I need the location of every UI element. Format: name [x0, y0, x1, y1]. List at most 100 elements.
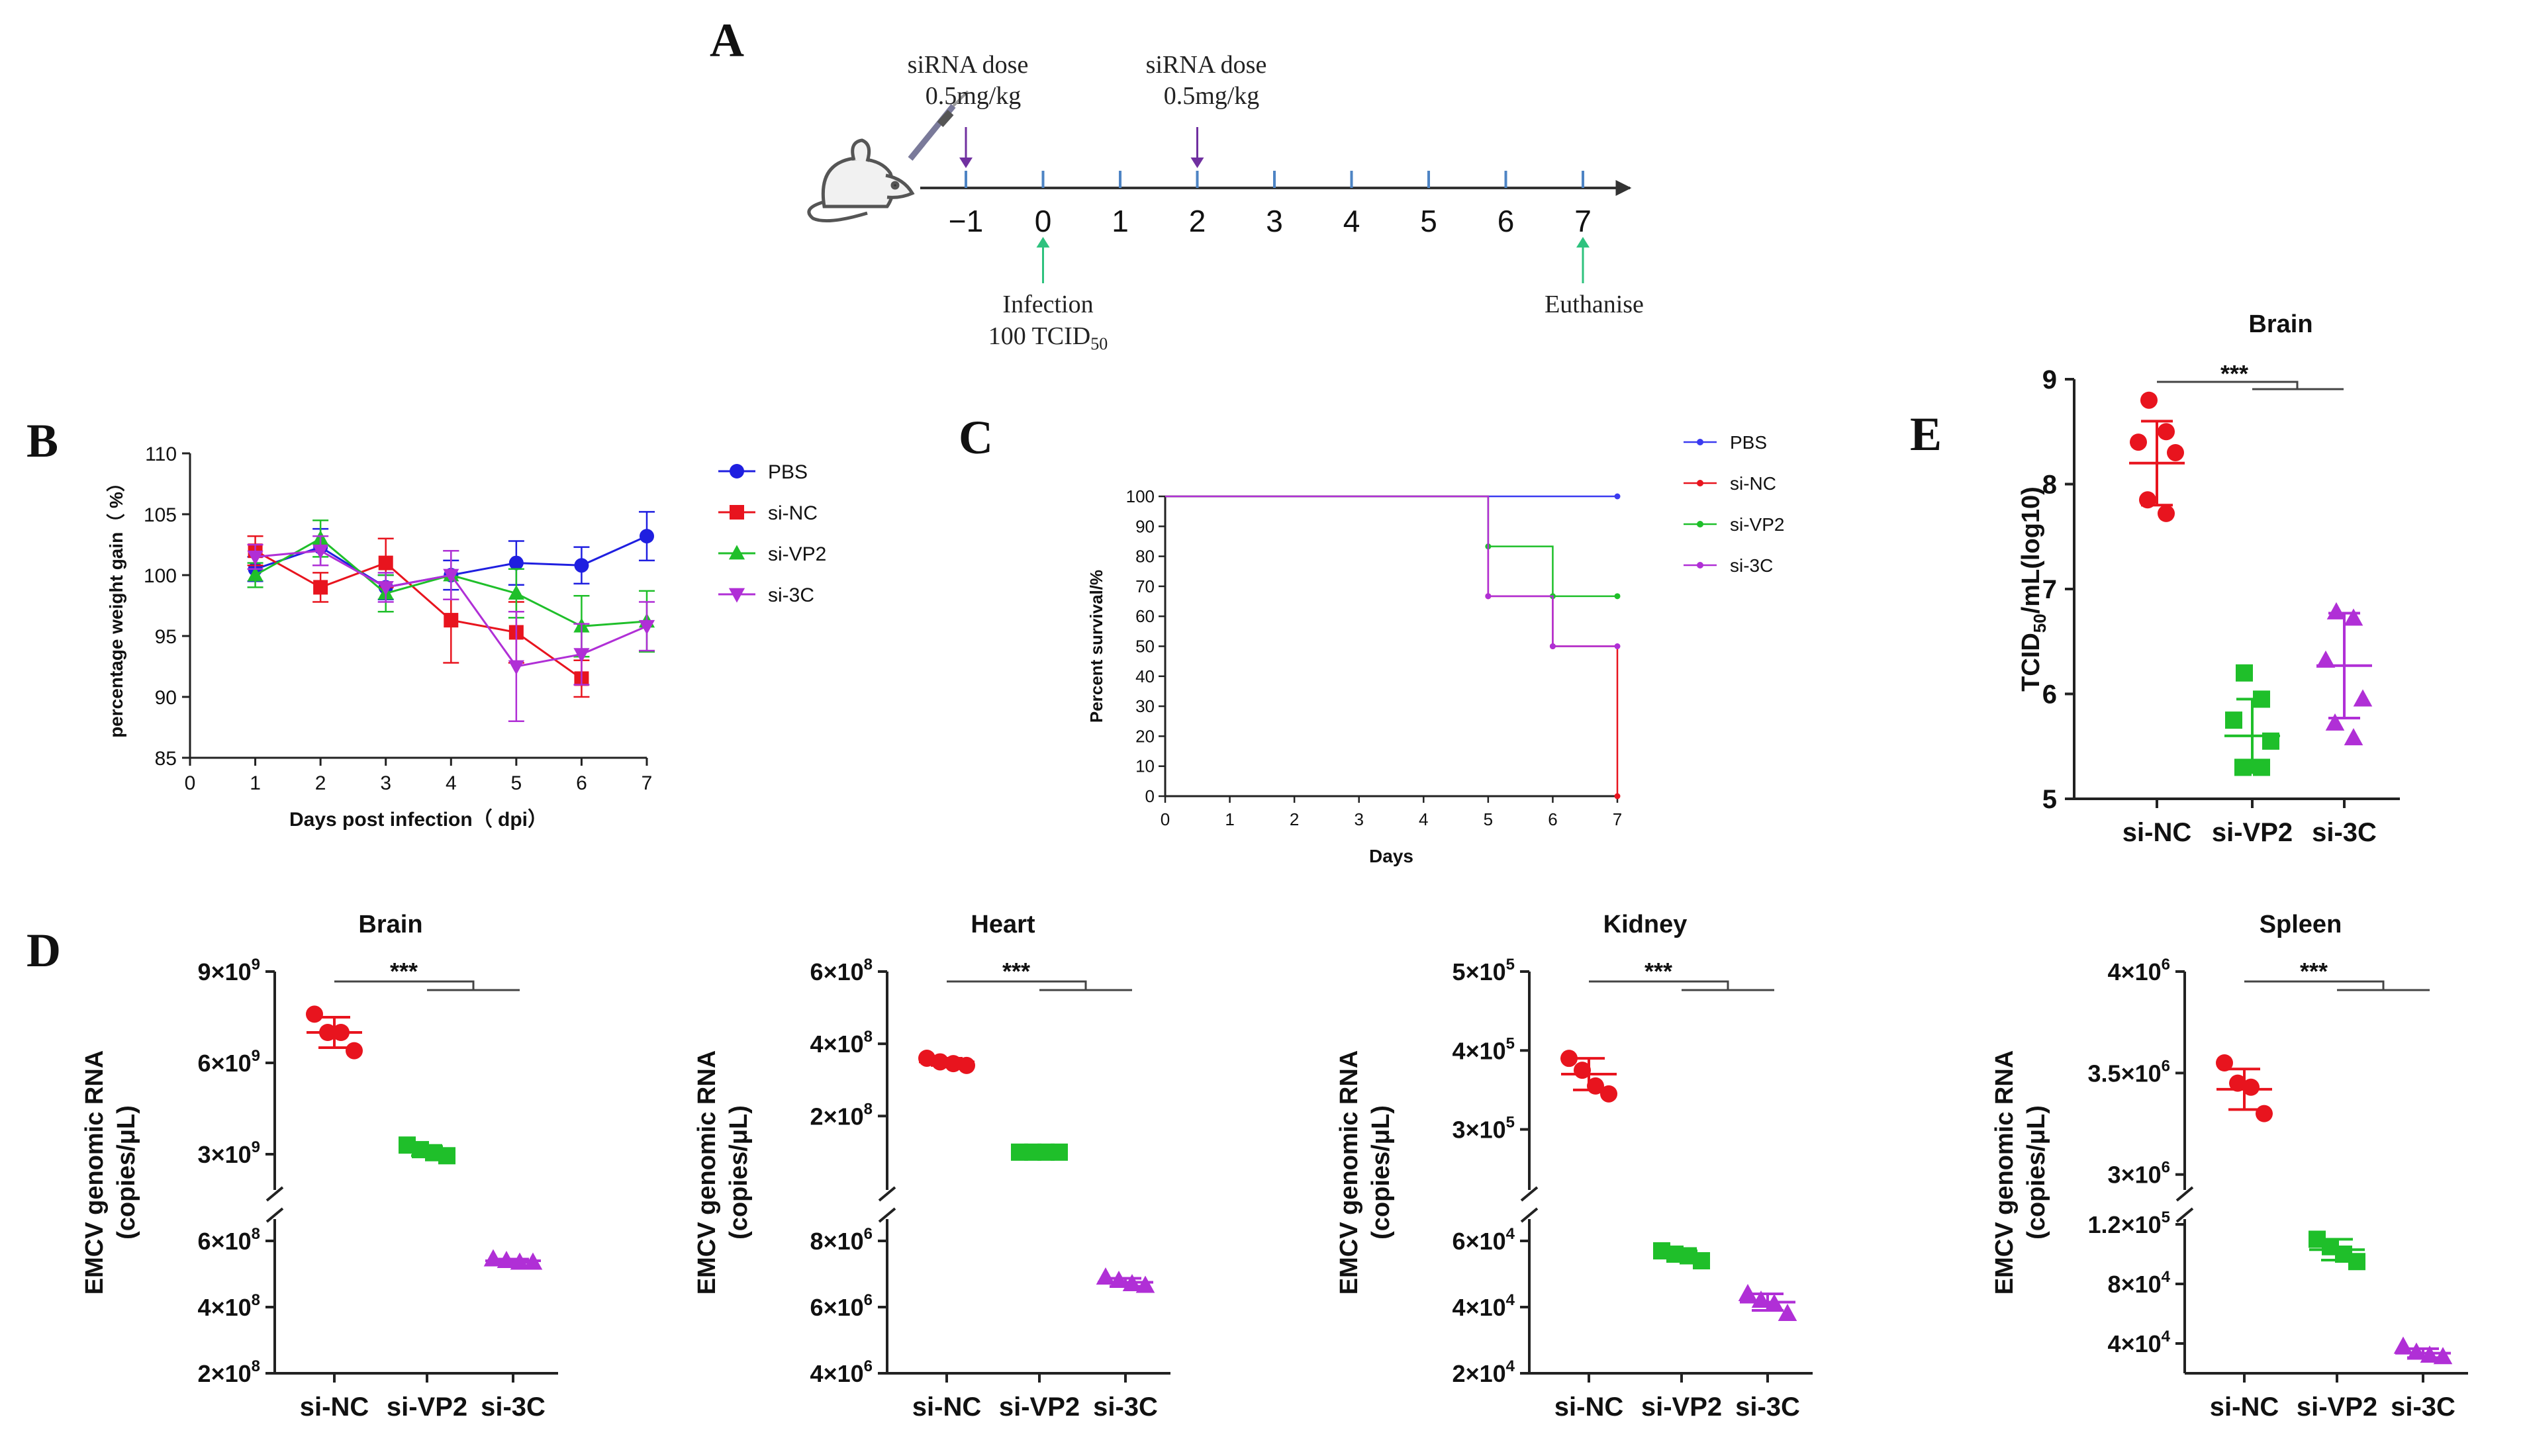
- survival-step: [1165, 495, 1619, 796]
- y-tick-mantissa: 6: [810, 958, 824, 985]
- y-tick-mantissa: 3: [1453, 1116, 1466, 1144]
- data-point: [1738, 1284, 1758, 1302]
- data-point: [1693, 1252, 1710, 1269]
- data-point: [1051, 1143, 1068, 1161]
- data-point: [332, 1024, 350, 1041]
- y-tick-times: ×10: [1466, 1228, 1506, 1255]
- data-point: [483, 1249, 503, 1267]
- y-tick-times: ×10: [2121, 1060, 2162, 1087]
- y-tick-times: ×10: [1466, 958, 1506, 985]
- y-tick-label: 8×106: [810, 1225, 873, 1255]
- y-tick-label: 100: [144, 565, 177, 587]
- dose2-line1: siRNA dose: [1146, 51, 1267, 79]
- x-tick-label: si-NC: [2122, 818, 2191, 847]
- data-point: [1574, 1062, 1591, 1079]
- y-tick-label: 5: [2042, 785, 2057, 814]
- significance-label: ***: [390, 958, 418, 985]
- y-axis-label-main: TCID: [2017, 633, 2045, 692]
- y-tick-label: 70: [1135, 576, 1155, 596]
- chart-title: Brain: [2248, 310, 2312, 338]
- timeline-panel: −1 0 1 2 3 4 5 6 7 siRNA dose 0.5mg/kg siRNA dos…: [807, 51, 1644, 353]
- data-point: [346, 1042, 363, 1060]
- y-tick-label: 4×106: [810, 1357, 873, 1387]
- y-tick-exponent: 5: [2162, 1208, 2170, 1226]
- y-tick-mantissa: 4: [810, 1360, 824, 1387]
- legend-marker: [728, 588, 745, 603]
- y-tick-label: 3×109: [198, 1138, 260, 1168]
- x-tick-label: si-VP2: [999, 1392, 1080, 1422]
- data-point: [312, 544, 329, 559]
- y-tick-times: ×10: [211, 1294, 252, 1321]
- data-point: [247, 567, 263, 582]
- data-point: [1560, 1050, 1578, 1068]
- significance-label: ***: [2300, 958, 2328, 985]
- x-tick-label: 2: [315, 772, 326, 794]
- y-tick-mantissa: 4: [1453, 1037, 1466, 1064]
- y-tick-label: 9: [2042, 365, 2057, 394]
- data-point: [508, 660, 524, 675]
- y-tick-exponent: 8: [252, 1357, 260, 1375]
- y-tick-label: 85: [155, 748, 177, 770]
- significance-bracket: [1589, 980, 1774, 991]
- legend-entry: si-3C: [1730, 555, 1773, 576]
- data-point: [444, 613, 459, 628]
- y-tick-exponent: 9: [252, 956, 260, 974]
- y-tick-mantissa: 2: [810, 1103, 824, 1130]
- y-tick-exponent: 8: [252, 1291, 260, 1309]
- data-point: [523, 1252, 543, 1270]
- y-tick-mantissa: 4: [2108, 958, 2121, 985]
- y-tick-times: ×10: [211, 1360, 252, 1387]
- y-tick-mantissa: 4: [810, 1030, 824, 1058]
- y-tick-mantissa: 6: [1453, 1228, 1466, 1255]
- y-tick-label: 40: [1135, 666, 1155, 686]
- y-tick-label: 80: [1135, 547, 1155, 567]
- y-tick-label: 60: [1135, 606, 1155, 626]
- survival-step: [1165, 495, 1617, 647]
- y-tick-label: 6×108: [810, 956, 873, 985]
- legend-marker: [730, 505, 744, 520]
- y-tick-label: 4×104: [2108, 1328, 2171, 1357]
- panel-label-d: D: [26, 924, 61, 977]
- series-line: [254, 549, 583, 680]
- x-tick-label: si-NC: [2210, 1392, 2279, 1422]
- y-tick-times: ×10: [211, 1228, 252, 1255]
- y-tick-label: 2×108: [198, 1357, 260, 1387]
- y-axis-label-rest: /mL(log10): [2017, 486, 2045, 614]
- data-point: [2393, 1336, 2413, 1354]
- timeline-tick-label: 0: [1035, 204, 1052, 238]
- y-tick-label: 4×108: [810, 1028, 873, 1058]
- data-point: [1764, 1294, 1784, 1312]
- mouse-illustration: [807, 90, 969, 223]
- data-point: [1109, 1271, 1129, 1289]
- data-point: [931, 1053, 949, 1071]
- y-axis-label: percentage weight gain（ %）: [105, 473, 126, 738]
- data-point: [1587, 1077, 1604, 1095]
- survival-step: [1165, 495, 1617, 598]
- y-tick-label: 6: [2042, 680, 2057, 709]
- data-point: [640, 529, 654, 544]
- y-axis-label: TCID50/mL(log10): [2017, 486, 2050, 692]
- x-tick-label: 5: [1484, 809, 1493, 829]
- data-point: [2353, 689, 2373, 707]
- y-tick-exponent: 4: [1506, 1357, 1515, 1375]
- data-point: [2140, 391, 2158, 409]
- data-point: [1751, 1291, 1771, 1308]
- y-tick-mantissa: 6: [810, 1294, 824, 1321]
- legend-entry: si-VP2: [1730, 514, 1784, 535]
- y-tick-times: ×10: [824, 1103, 864, 1130]
- data-point: [2253, 690, 2270, 708]
- legend-marker: [1697, 521, 1703, 527]
- y-tick-exponent: 6: [864, 1357, 873, 1375]
- y-tick-exponent: 6: [2162, 956, 2170, 974]
- y-axis-label-line1: EMCV genomic RNA: [1335, 1050, 1363, 1295]
- y-tick-exponent: 4: [2162, 1328, 2171, 1345]
- y-tick-label: 20: [1135, 726, 1155, 746]
- data-point: [510, 1252, 530, 1270]
- y-tick-label: 3.5×106: [2088, 1057, 2170, 1087]
- y-axis-label-sub: 50: [2030, 614, 2050, 633]
- y-tick-exponent: 8: [252, 1225, 260, 1243]
- timeline-tick-label: 1: [1112, 204, 1129, 238]
- x-tick-label: 6: [576, 772, 587, 794]
